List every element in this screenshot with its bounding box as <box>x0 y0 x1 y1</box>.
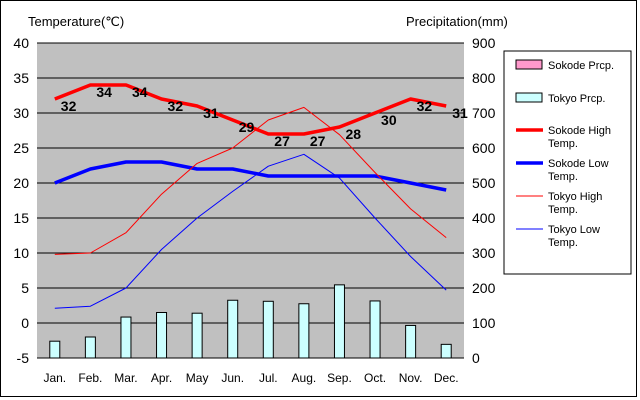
legend-tokyo-prcp-label: Tokyo Prcp. <box>548 93 605 105</box>
sokode-high-data-label: 34 <box>132 84 148 100</box>
x-tick-label: Jun. <box>221 371 244 385</box>
legend-label-line: Temp. <box>548 237 578 249</box>
legend-tokyo-prcp-swatch <box>515 92 543 103</box>
plot-area: -505101520253035400100200300400500600700… <box>13 35 495 385</box>
y-right-tick-label: 300 <box>472 245 496 261</box>
tokyo-high-line <box>54 106 447 255</box>
legend-label-line: Sokode Low <box>548 158 609 170</box>
legend-label-line: Temp. <box>548 138 578 150</box>
y-left-tick-label: 15 <box>13 210 29 226</box>
y-left-tick-label: -5 <box>17 350 30 366</box>
legend-sokode-high-label: Sokode High Temp. <box>548 125 611 150</box>
sokode-low-line <box>54 160 447 192</box>
sokode-high-data-label: 32 <box>168 98 184 114</box>
tokyo-prcp-bar <box>120 316 132 359</box>
tokyo-prcp-bar <box>440 343 452 359</box>
tokyo-prcp-bar <box>333 284 345 359</box>
tokyo-prcp-bar <box>49 340 61 359</box>
y-right-tick-label: 200 <box>472 280 496 296</box>
tokyo-prcp-bar <box>262 300 274 359</box>
sokode-high-data-label: 31 <box>452 105 468 121</box>
y-left-title: Temperature(℃) <box>28 14 124 29</box>
tokyo-prcp-bar <box>84 336 96 359</box>
tokyo-prcp-bar <box>405 324 417 359</box>
y-left-tick-label: 0 <box>21 315 29 331</box>
tokyo-prcp-bar <box>156 312 168 359</box>
sokode-high-data-label: 32 <box>417 98 433 114</box>
x-tick-label: Mar. <box>114 371 137 385</box>
legend: Sokode Prcp.Tokyo Prcp.Sokode High Temp.S… <box>503 50 632 275</box>
y-right-tick-label: 800 <box>472 70 496 86</box>
y-right-tick-label: 900 <box>472 35 496 51</box>
x-tick-label: Jul. <box>259 371 278 385</box>
y-right-title: Precipitation(mm) <box>406 14 508 29</box>
tokyo-prcp-bar <box>298 303 310 359</box>
y-right-tick-label: 100 <box>472 315 496 331</box>
y-right-tick-label: 600 <box>472 140 496 156</box>
y-right-tick-label: 500 <box>472 175 496 191</box>
legend-label-line: Tokyo Prcp. <box>548 93 605 105</box>
sokode-high-data-label: 30 <box>381 112 397 128</box>
legend-sokode-low-label: Sokode Low Temp. <box>548 158 609 183</box>
legend-tokyo-high-label: Tokyo High Temp. <box>548 191 602 216</box>
y-right-tick-label: 700 <box>472 105 496 121</box>
y-left-tick-label: 10 <box>13 245 29 261</box>
x-tick-label: Dec. <box>434 371 459 385</box>
y-left-tick-label: 30 <box>13 105 29 121</box>
y-left-tick-label: 25 <box>13 140 29 156</box>
tokyo-prcp-bar <box>227 299 239 359</box>
tokyo-prcp-bar <box>369 300 381 359</box>
y-left-tick-label: 20 <box>13 175 29 191</box>
plot-background <box>37 43 464 358</box>
x-tick-label: Nov. <box>399 371 423 385</box>
sokode-high-data-label: 31 <box>203 105 219 121</box>
y-right-tick-label: 400 <box>472 210 496 226</box>
y-right-tick-label: 0 <box>472 350 480 366</box>
legend-label-line: Sokode High <box>548 125 611 137</box>
sokode-high-data-label: 28 <box>345 126 361 142</box>
tokyo-low-line <box>54 153 447 309</box>
tokyo-prcp-bar <box>191 312 203 359</box>
legend-tokyo-low-label: Tokyo Low Temp. <box>548 224 600 249</box>
legend-label-line: Tokyo Low <box>548 224 600 236</box>
legend-label-line: Temp. <box>548 171 578 183</box>
sokode-high-data-label: 34 <box>96 84 112 100</box>
legend-label-line: Sokode Prcp. <box>548 60 614 72</box>
sokode-high-line <box>54 83 447 136</box>
sokode-high-data-label: 32 <box>61 98 77 114</box>
x-tick-label: Oct. <box>364 371 386 385</box>
legend-sokode-prcp-label: Sokode Prcp. <box>548 60 614 72</box>
x-tick-label: Jan. <box>43 371 66 385</box>
y-left-tick-label: 35 <box>13 70 29 86</box>
y-left-tick-label: 5 <box>21 280 29 296</box>
sokode-high-data-label: 27 <box>274 133 290 149</box>
legend-label-line: Temp. <box>548 204 578 216</box>
x-tick-label: Sep. <box>327 371 352 385</box>
sokode-high-data-label: 29 <box>239 119 255 135</box>
sokode-high-data-label: 27 <box>310 133 326 149</box>
x-tick-label: Apr. <box>151 371 172 385</box>
x-tick-label: Aug. <box>292 371 317 385</box>
legend-sokode-prcp-swatch <box>515 59 543 70</box>
y-left-tick-label: 40 <box>13 35 29 51</box>
x-tick-label: Feb. <box>78 371 102 385</box>
legend-label-line: Tokyo High <box>548 191 602 203</box>
x-tick-label: May <box>186 371 209 385</box>
